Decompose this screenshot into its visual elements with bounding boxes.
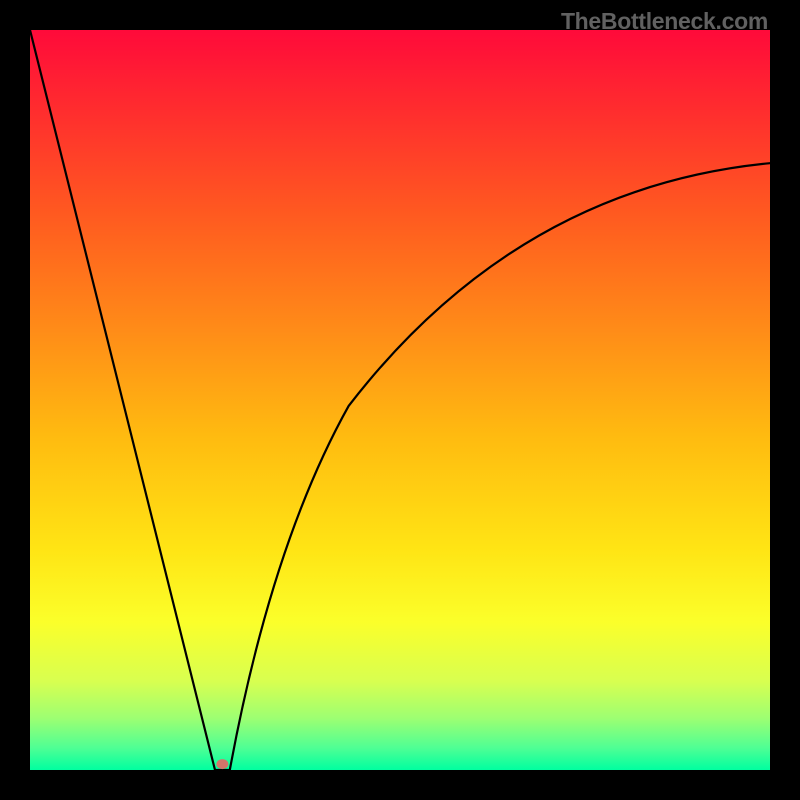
bottleneck-chart-svg	[30, 30, 770, 770]
gradient-background	[30, 30, 770, 770]
watermark-text: TheBottleneck.com	[561, 8, 768, 35]
chart-frame: TheBottleneck.com	[0, 0, 800, 800]
optimal-point-marker	[216, 759, 228, 769]
plot-area	[30, 30, 770, 770]
